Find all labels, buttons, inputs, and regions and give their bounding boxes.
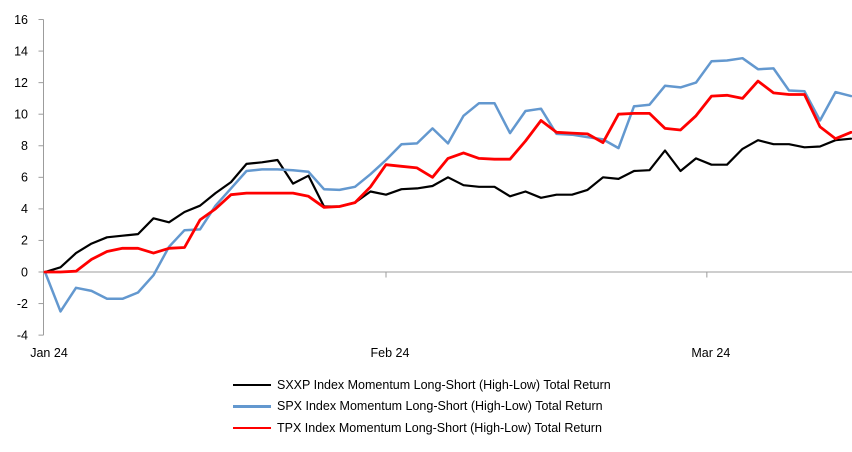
legend-line-swatch-spx (233, 405, 271, 408)
y-axis-tick-label: 4 (21, 202, 28, 216)
x-axis-tick-label: Jan 24 (30, 346, 68, 360)
y-axis-tick-label: 0 (21, 265, 28, 279)
x-axis-tick-label: Mar 24 (691, 346, 730, 360)
y-axis-tick-label: 6 (21, 171, 28, 185)
legend-label-spx: SPX Index Momentum Long-Short (High-Low)… (277, 399, 603, 414)
y-axis-tick-label: 16 (14, 13, 28, 27)
x-axis-tick-label: Feb 24 (371, 346, 410, 360)
legend-item-tpx: TPX Index Momentum Long-Short (High-Low)… (233, 417, 611, 439)
series-line-sxxp (43, 137, 852, 274)
chart-legend: SXXP Index Momentum Long-Short (High-Low… (233, 374, 611, 439)
legend-line-swatch-sxxp (233, 383, 271, 386)
legend-label-sxxp: SXXP Index Momentum Long-Short (High-Low… (277, 377, 611, 392)
series-line-spx (43, 56, 852, 313)
legend-item-sxxp: SXXP Index Momentum Long-Short (High-Low… (233, 374, 611, 396)
y-axis-tick-label: -4 (17, 328, 28, 342)
y-axis-tick-label: 8 (21, 139, 28, 153)
y-axis-tick-label: 2 (21, 234, 28, 248)
y-axis-tick-label: 14 (14, 44, 28, 58)
legend-line-swatch-tpx (233, 426, 271, 430)
series-line-tpx (43, 79, 852, 274)
y-axis-tick-label: -2 (17, 297, 28, 311)
y-axis-tick-label: 10 (14, 108, 28, 122)
y-axis-tick-label: 12 (14, 76, 28, 90)
legend-label-tpx: TPX Index Momentum Long-Short (High-Low)… (277, 420, 602, 435)
legend-item-spx: SPX Index Momentum Long-Short (High-Low)… (233, 396, 611, 418)
